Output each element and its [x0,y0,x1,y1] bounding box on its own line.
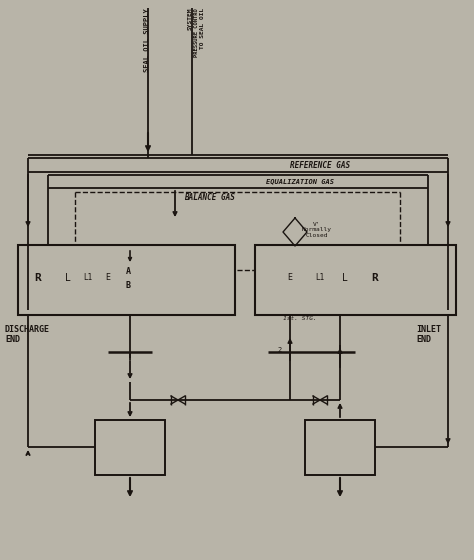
Text: 1st. STG.: 1st. STG. [283,315,317,320]
Text: SEAL OIL SUPPLY: SEAL OIL SUPPLY [144,8,150,72]
Text: SYSTEM: SYSTEM [188,8,193,30]
Bar [95,420,165,475]
Text: L: L [342,273,348,283]
Text: E: E [106,273,110,282]
Bar [255,245,456,315]
Text: DISCHARGE
END: DISCHARGE END [5,325,50,344]
Bar [18,245,235,315]
Text: TO SEAL OIL: TO SEAL OIL [200,8,205,49]
Bar [305,420,375,475]
Text: BALANCE GAS: BALANCE GAS [184,193,236,202]
Text: V'
Normally
Closed: V' Normally Closed [302,222,332,239]
Text: EQUALIZATION GAS: EQUALIZATION GAS [266,178,334,184]
Text: L1: L1 [83,273,92,282]
Text: PRESSURE CONTRO: PRESSURE CONTRO [194,8,199,57]
Text: L: L [65,273,71,283]
Text: R: R [372,273,378,283]
Text: A: A [126,268,130,277]
Text: L1: L1 [315,273,325,282]
Text: E: E [288,273,292,282]
Text: 2: 2 [278,347,282,353]
Text: R: R [35,273,41,283]
Text: REFERENCE GAS: REFERENCE GAS [290,161,350,170]
Text: B: B [126,282,130,291]
Text: INLET
END: INLET END [416,325,441,344]
